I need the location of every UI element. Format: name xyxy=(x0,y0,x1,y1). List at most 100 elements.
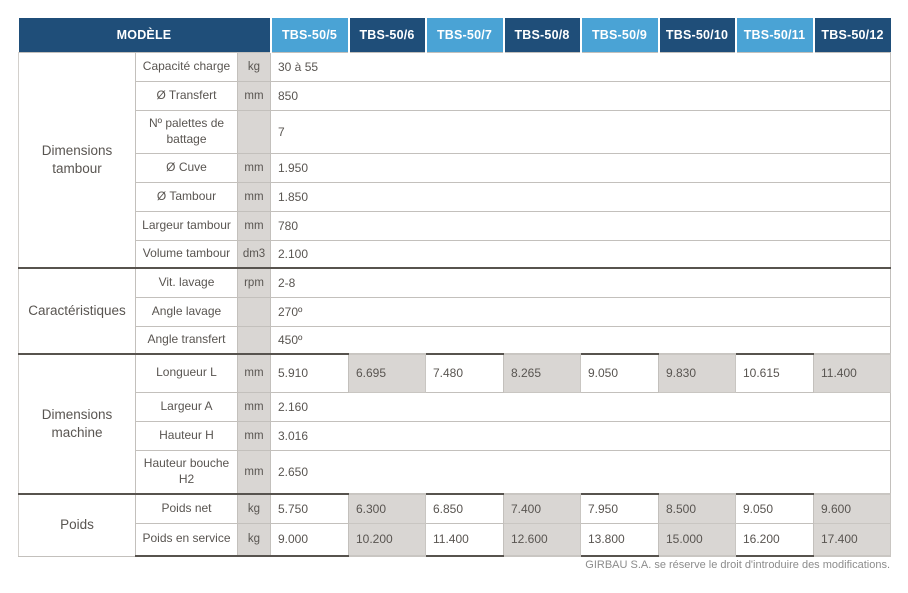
row-label: Poids en service xyxy=(135,522,238,557)
unit-cell: mm xyxy=(237,152,271,183)
group-label: Poids xyxy=(18,493,136,557)
value-cell: 9.600 xyxy=(813,493,891,524)
model-header-tbs-50-10: TBS-50/10 xyxy=(657,18,736,52)
value-span-cell: 2.650 xyxy=(270,449,891,495)
value-cell: 9.000 xyxy=(270,522,349,557)
row-label: Largeur A xyxy=(135,391,238,422)
value-cell: 13.800 xyxy=(580,522,659,557)
unit-cell: mm xyxy=(237,449,271,495)
model-header-label: MODÈLE xyxy=(18,18,271,52)
value-cell: 17.400 xyxy=(813,522,891,557)
value-span-cell: 450º xyxy=(270,325,891,355)
row-label: Hauteur bouche H2 xyxy=(135,449,238,495)
value-span-cell: 2.100 xyxy=(270,239,891,269)
row-label: Ø Tambour xyxy=(135,181,238,212)
value-cell: 10.200 xyxy=(348,522,426,557)
group-label: Dimensions tambour xyxy=(18,51,136,269)
model-header-tbs-50-8: TBS-50/8 xyxy=(502,18,581,52)
row-label: Angle transfert xyxy=(135,325,238,355)
value-cell: 12.600 xyxy=(503,522,581,557)
table-row: Ø Transfert mm 850 xyxy=(19,80,891,111)
table-row: Poids Poids net kg 5.750 6.300 6.850 7.400 7.95… xyxy=(18,493,891,557)
value-span-cell: 3.016 xyxy=(270,420,891,451)
row-label: Angle lavage xyxy=(135,296,238,327)
unit-cell: rpm xyxy=(237,267,271,298)
value-span-cell: 780 xyxy=(270,210,891,241)
row-label: Hauteur H xyxy=(135,420,238,451)
row-label: Poids net xyxy=(135,493,238,524)
unit-cell: kg xyxy=(237,493,271,524)
table-row: Nº palettes de battage 7 xyxy=(19,109,891,154)
table-row: Ø Cuve mm 1.950 xyxy=(19,152,891,183)
value-cell: 8.265 xyxy=(503,353,581,393)
unit-cell: mm xyxy=(237,353,271,393)
value-cell: 6.695 xyxy=(348,353,426,393)
unit-cell xyxy=(237,296,271,327)
row-label: Ø Transfert xyxy=(135,80,238,111)
unit-cell: kg xyxy=(237,522,271,557)
value-cell: 7.950 xyxy=(580,493,659,524)
value-cell: 7.480 xyxy=(425,353,504,393)
value-cell: 5.910 xyxy=(270,353,349,393)
value-cell: 8.500 xyxy=(658,493,736,524)
unit-cell xyxy=(237,109,271,154)
value-cell: 9.830 xyxy=(658,353,736,393)
value-cell: 6.300 xyxy=(348,493,426,524)
footer-note: GIRBAU S.A. se réserve le droit d'introd… xyxy=(585,559,890,571)
table-row: Ø Tambour mm 1.850 xyxy=(19,181,891,212)
unit-cell: dm3 xyxy=(237,239,271,269)
value-cell: 15.000 xyxy=(658,522,736,557)
table-row: Caractéristiques Vit. lavage rpm 2-8 xyxy=(18,267,891,355)
unit-cell: mm xyxy=(237,391,271,422)
row-label: Longueur L xyxy=(135,353,238,393)
group-label: Caractéristiques xyxy=(18,267,136,355)
group-label: Dimensions machine xyxy=(18,353,136,495)
table-row: Angle lavage 270º xyxy=(19,296,891,327)
value-cell: 16.200 xyxy=(735,522,814,557)
value-span-cell: 30 à 55 xyxy=(270,51,891,82)
model-header-tbs-50-11: TBS-50/11 xyxy=(734,18,814,52)
row-label: Volume tambour xyxy=(135,239,238,269)
value-span-cell: 7 xyxy=(270,109,891,154)
model-header-tbs-50-9: TBS-50/9 xyxy=(579,18,659,52)
value-cell: 5.750 xyxy=(270,493,349,524)
unit-cell: kg xyxy=(237,51,271,82)
unit-cell: mm xyxy=(237,420,271,451)
value-span-cell: 270º xyxy=(270,296,891,327)
unit-cell xyxy=(237,325,271,355)
table-row: Largeur tambour mm 780 xyxy=(19,210,891,241)
model-header-tbs-50-6: TBS-50/6 xyxy=(347,18,426,52)
table-row: Angle transfert 450º xyxy=(19,325,891,355)
table-row: Dimensions tambour Capacité charge kg 30 à … xyxy=(18,51,891,269)
value-cell: 10.615 xyxy=(735,353,814,393)
value-cell: 11.400 xyxy=(425,522,504,557)
unit-cell: mm xyxy=(237,181,271,212)
value-cell: 9.050 xyxy=(735,493,814,524)
value-span-cell: 1.950 xyxy=(270,152,891,183)
table-row: Poids en service kg 9.000 10.200 11.400 12.60… xyxy=(19,522,891,557)
unit-cell: mm xyxy=(237,80,271,111)
table-row: Volume tambour dm3 2.100 xyxy=(19,239,891,269)
row-label: Vit. lavage xyxy=(135,267,238,298)
value-span-cell: 2-8 xyxy=(270,267,891,298)
value-cell: 11.400 xyxy=(813,353,891,393)
model-header-tbs-50-5: TBS-50/5 xyxy=(269,18,349,52)
row-label: Capacité charge xyxy=(135,51,238,82)
spec-table: MODÈLE TBS-50/5 TBS-50/6 TBS-50/7 TBS-50… xyxy=(18,18,891,557)
value-span-cell: 1.850 xyxy=(270,181,891,212)
model-header-tbs-50-7: TBS-50/7 xyxy=(424,18,504,52)
value-span-cell: 850 xyxy=(270,80,891,111)
model-header-row: MODÈLE TBS-50/5 TBS-50/6 TBS-50/7 TBS-50… xyxy=(18,18,891,52)
row-label: Largeur tambour xyxy=(135,210,238,241)
value-cell: 9.050 xyxy=(580,353,659,393)
row-label: Ø Cuve xyxy=(135,152,238,183)
table-row: Hauteur bouche H2 mm 2.650 xyxy=(19,449,891,495)
row-label: Nº palettes de battage xyxy=(135,109,238,154)
value-cell: 7.400 xyxy=(503,493,581,524)
unit-cell: mm xyxy=(237,210,271,241)
model-header-tbs-50-12: TBS-50/12 xyxy=(812,18,891,52)
